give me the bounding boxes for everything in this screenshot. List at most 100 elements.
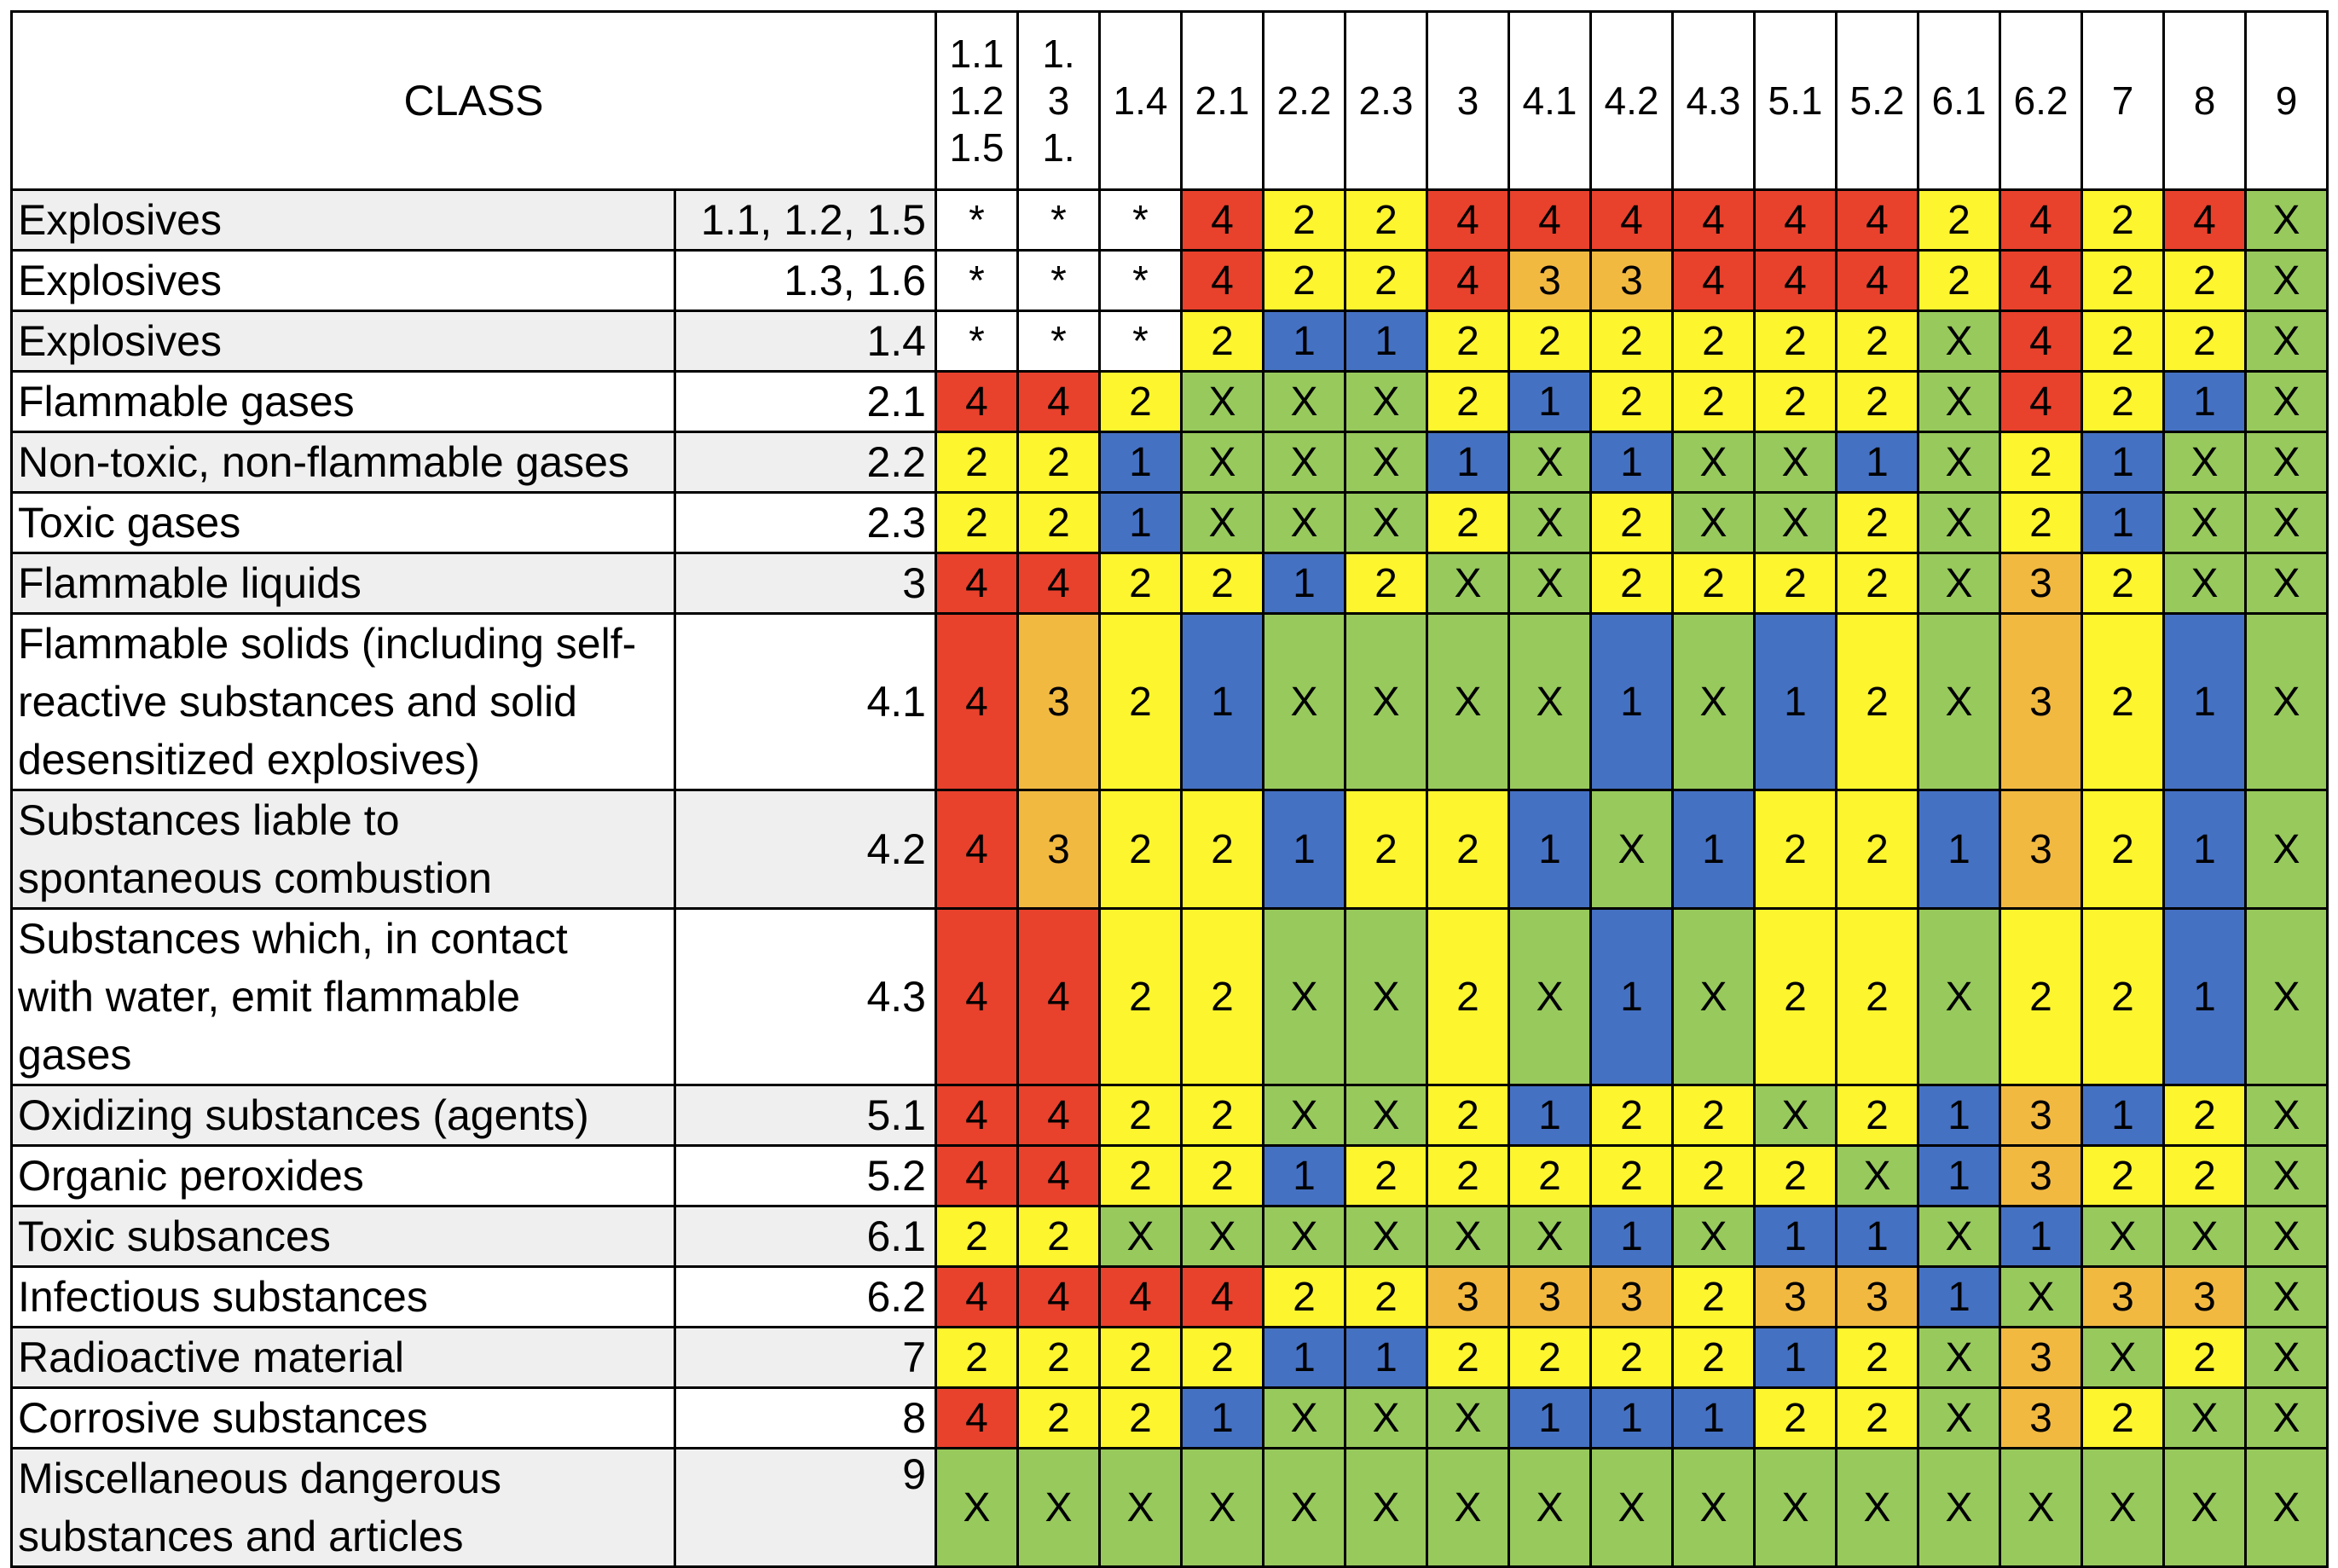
segregation-cell: 2 [935,1205,1019,1268]
segregation-cell: X [1508,907,1592,1086]
segregation-cell: 1 [1917,1265,2001,1328]
column-header: 4.1 [1508,10,1592,191]
hazard-class-name: Substances which, in contact with water,… [10,907,676,1086]
segregation-cell: X [1671,491,1756,554]
segregation-cell: 1 [1917,1084,2001,1147]
segregation-cell: 2 [1344,1144,1428,1207]
segregation-cell: X [1344,907,1428,1086]
segregation-cell: 4 [935,1386,1019,1449]
segregation-cell: 1 [1753,1326,1837,1389]
segregation-cell: X [1180,370,1264,433]
segregation-cell: 2 [1589,552,1674,615]
segregation-cell: * [935,310,1019,373]
segregation-cell: 2 [2162,1084,2247,1147]
segregation-cell: 2 [1999,907,2083,1086]
segregation-cell: X [1426,1386,1510,1449]
segregation-cell: 4 [935,1144,1019,1207]
hazard-class-name: Miscellaneous dangerous substances and a… [10,1447,676,1568]
segregation-cell: 2 [935,491,1019,554]
segregation-cell: 2 [1589,370,1674,433]
segregation-cell: X [1180,1205,1264,1268]
segregation-cell: * [935,249,1019,312]
segregation-cell: 2 [2080,188,2165,252]
segregation-cell: 1 [2162,789,2247,910]
segregation-cell: 1 [1180,612,1264,791]
segregation-cell: 2 [1098,789,1183,910]
segregation-cell: X [1426,552,1510,615]
segregation-cell: 3 [1426,1265,1510,1328]
segregation-cell: 2 [1999,431,2083,494]
segregation-cell: 2 [1671,370,1756,433]
segregation-cell: X [2244,1447,2329,1568]
segregation-cell: X [1262,1084,1346,1147]
hazard-class-name: Explosives [10,188,676,252]
segregation-cell: 2 [1917,188,2001,252]
segregation-cell: X [1262,491,1346,554]
segregation-cell: X [1999,1265,2083,1328]
hazard-class-name: Radioactive material [10,1326,676,1389]
segregation-cell: X [1344,491,1428,554]
segregation-cell: X [1917,1326,2001,1389]
segregation-cell: 4 [935,552,1019,615]
table-row: Toxic subsances 6.1 2 2 X X X X X X 1 X 1 1 X 1 X X X [10,1205,2329,1268]
segregation-cell: 2 [1589,1144,1674,1207]
segregation-cell: X [2244,789,2329,910]
segregation-cell: 2 [1344,249,1428,312]
segregation-cell: 1 [2162,370,2247,433]
segregation-cell: X [1508,1447,1592,1568]
column-header: 2.2 [1262,10,1346,191]
table-row: Explosives 1.4 * * * 2 1 1 2 2 2 2 2 2 X 4 2 2 X [10,310,2329,373]
segregation-cell: X [2244,188,2329,252]
segregation-cell: * [1016,249,1101,312]
hazard-class-name: Corrosive substances [10,1386,676,1449]
segregation-cell: 1 [1344,1326,1428,1389]
segregation-cell: X [2162,431,2247,494]
column-header: 5.1 [1753,10,1837,191]
segregation-cell: 2 [1671,310,1756,373]
segregation-cell: 3 [1999,612,2083,791]
table-row: Flammable liquids 3 4 4 2 2 1 2 X X 2 2 2 2 X 3 2 X X [10,552,2329,615]
segregation-cell: 2 [1426,491,1510,554]
segregation-cell: 2 [1426,907,1510,1086]
hazard-class-code: 4.1 [674,612,937,791]
segregation-cell: 3 [1508,249,1592,312]
table-row: Miscellaneous dangerous substances and a… [10,1447,2329,1568]
table-row: Non-toxic, non-flammable gases 2.2 2 2 1 X X X 1… [10,431,2329,494]
segregation-cell: 2 [1098,612,1183,791]
column-header: 3 [1426,10,1510,191]
segregation-cell: 2 [1098,552,1183,615]
segregation-cell: 2 [1016,491,1101,554]
table-row: Radioactive material 7 2 2 2 2 1 1 2 2 2 2 1 2 X 3 X 2 X [10,1326,2329,1389]
segregation-cell: 2 [1426,789,1510,910]
segregation-cell: X [1180,431,1264,494]
segregation-cell: 1 [2080,431,2165,494]
segregation-cell: X [2244,612,2329,791]
segregation-cell: X [1098,1447,1183,1568]
segregation-cell: X [2080,1326,2165,1389]
hazard-class-name: Substances liable to spontaneous combust… [10,789,676,910]
segregation-cell: 2 [1753,1386,1837,1449]
segregation-cell: X [2244,552,2329,615]
segregation-cell: 4 [1180,1265,1264,1328]
segregation-cell: 3 [1016,789,1101,910]
hazard-class-name: Infectious substances [10,1265,676,1328]
segregation-cell: 1 [1671,789,1756,910]
segregation-cell: X [1671,1205,1756,1268]
segregation-cell: X [1917,552,2001,615]
segregation-cell: X [1426,1205,1510,1268]
segregation-cell: X [2244,907,2329,1086]
segregation-cell: X [1426,612,1510,791]
segregation-cell: X [1262,1447,1346,1568]
segregation-cell: 3 [1999,1084,2083,1147]
segregation-cell: 4 [1999,370,2083,433]
segregation-cell: 4 [2162,188,2247,252]
segregation-cell: 4 [1426,188,1510,252]
segregation-cell: 1 [1917,789,2001,910]
segregation-cell: X [1753,1447,1837,1568]
segregation-cell: 4 [1999,188,2083,252]
segregation-cell: 1 [1589,1205,1674,1268]
segregation-cell: X [1262,431,1346,494]
segregation-cell: 4 [1016,907,1101,1086]
segregation-cell: X [1671,612,1756,791]
segregation-cell: X [1508,491,1592,554]
